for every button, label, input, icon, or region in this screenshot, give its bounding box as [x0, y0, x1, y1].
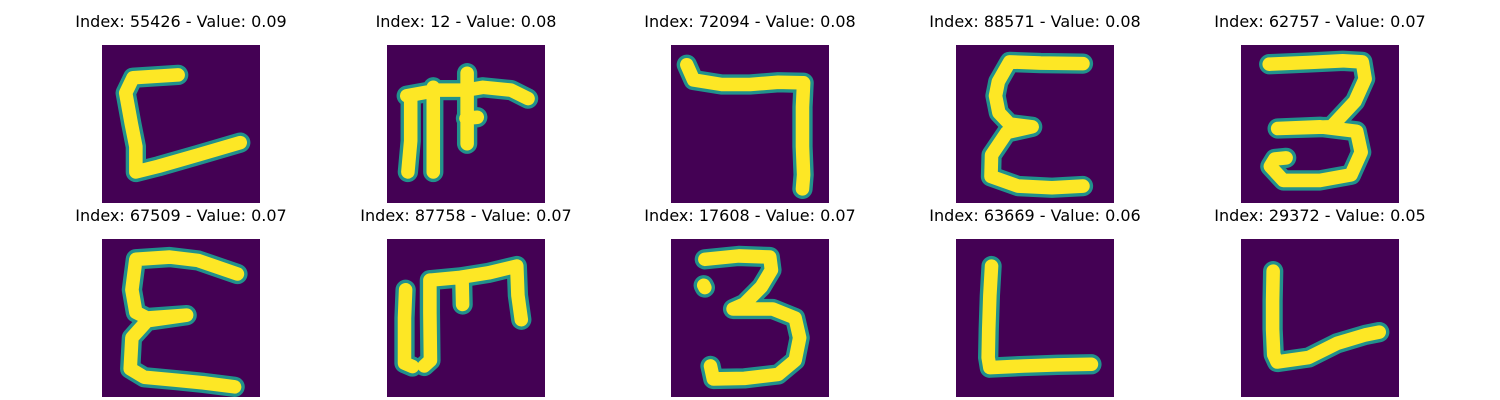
glyph-image [671, 45, 829, 203]
panel-4: Index: 88571 - Value: 0.08 [929, 12, 1141, 203]
panel-title: Index: 63669 - Value: 0.06 [929, 206, 1141, 225]
panel-7: Index: 87758 - Value: 0.07 [360, 206, 572, 397]
panel-title: Index: 62757 - Value: 0.07 [1214, 12, 1426, 31]
glyph-image [956, 239, 1114, 397]
glyph-image [387, 45, 545, 203]
panel-2: Index: 12 - Value: 0.08 [376, 12, 556, 203]
glyph-image [102, 239, 260, 397]
panel-title: Index: 29372 - Value: 0.05 [1214, 206, 1426, 225]
panel-8: Index: 17608 - Value: 0.07 [644, 206, 856, 397]
panel-6: Index: 67509 - Value: 0.07 [75, 206, 287, 397]
glyph-image [1241, 45, 1399, 203]
panel-title: Index: 87758 - Value: 0.07 [360, 206, 572, 225]
glyph-image [671, 239, 829, 397]
panel-5: Index: 62757 - Value: 0.07 [1214, 12, 1426, 203]
panel-title: Index: 67509 - Value: 0.07 [75, 206, 287, 225]
glyph-image [956, 45, 1114, 203]
panel-title: Index: 55426 - Value: 0.09 [75, 12, 287, 31]
panel-9: Index: 63669 - Value: 0.06 [929, 206, 1141, 397]
panel-3: Index: 72094 - Value: 0.08 [644, 12, 856, 203]
panel-title: Index: 12 - Value: 0.08 [375, 12, 557, 31]
glyph-image [387, 239, 545, 397]
panel-1: Index: 55426 - Value: 0.09 [75, 12, 287, 203]
panel-title: Index: 88571 - Value: 0.08 [929, 12, 1141, 31]
panel-title: Index: 17608 - Value: 0.07 [644, 206, 856, 225]
glyph-image [1241, 239, 1399, 397]
panel-10: Index: 29372 - Value: 0.05 [1214, 206, 1426, 397]
glyph-image [102, 45, 260, 203]
panel-title: Index: 72094 - Value: 0.08 [644, 12, 856, 31]
